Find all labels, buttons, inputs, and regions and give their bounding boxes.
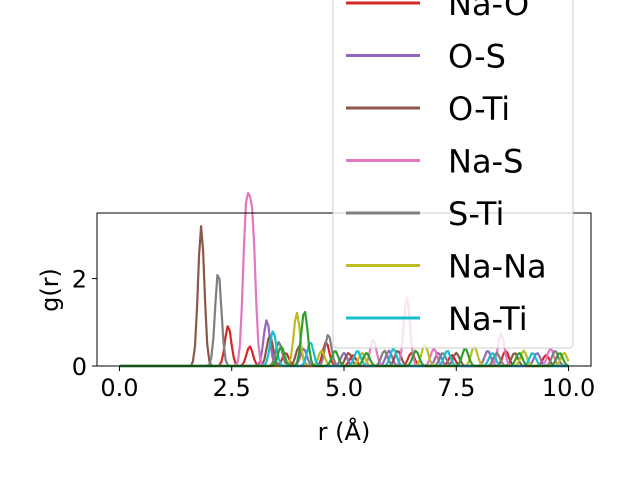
y-tick-label: 2 <box>72 266 87 294</box>
x-tick-label: 7.5 <box>437 374 475 402</box>
legend-label: O-S <box>448 38 506 76</box>
x-tick-label: 10.0 <box>542 374 595 402</box>
legend-label: S-Ti <box>448 195 504 233</box>
x-tick-label: 2.5 <box>213 374 251 402</box>
legend-label: O-Ti <box>448 90 510 128</box>
legend-label: Na-S <box>448 143 523 181</box>
legend: Na-O O-S O-Ti Na-S S-Ti Na-Na Na-Ti <box>332 0 574 349</box>
y-tick-label: 0 <box>72 353 87 381</box>
legend-box <box>332 0 574 349</box>
x-tick-label: 5.0 <box>325 374 363 402</box>
x-tick-label: 0.0 <box>100 374 138 402</box>
x-axis: 0.0 2.5 5.0 7.5 10.0 <box>100 366 595 402</box>
legend-label: Na-Na <box>448 248 547 286</box>
legend-label: Na-Ti <box>448 300 528 338</box>
legend-label: Na-O <box>448 0 529 23</box>
y-axis-label: g(r) <box>36 268 64 312</box>
x-axis-label: r (Å) <box>318 417 371 446</box>
y-axis: 02 <box>72 266 97 381</box>
